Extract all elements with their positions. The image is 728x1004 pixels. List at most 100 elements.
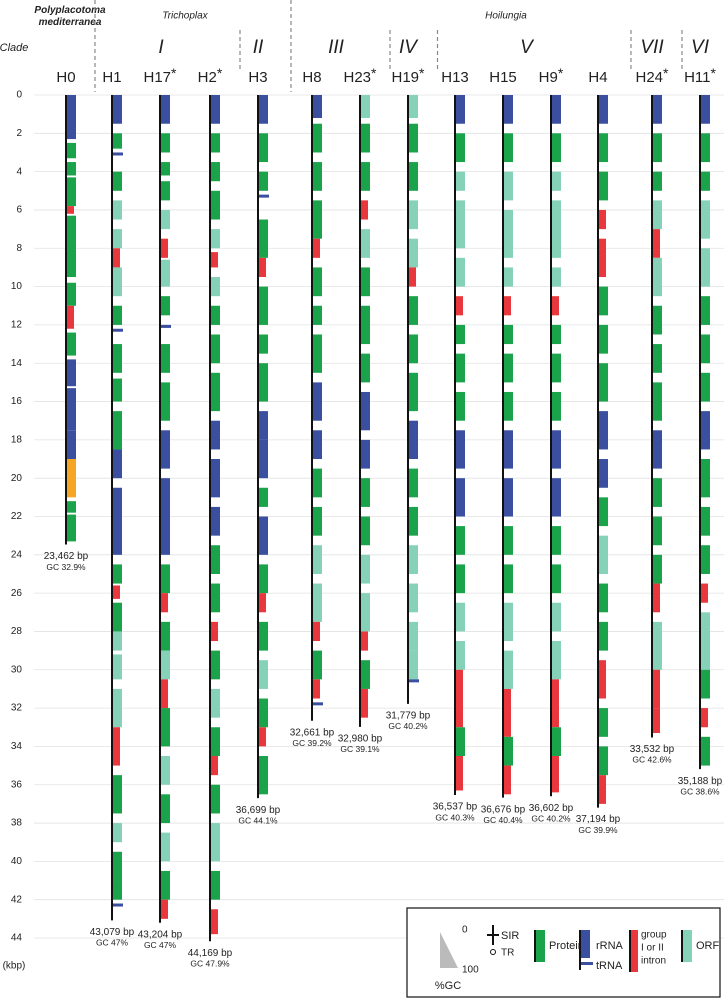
feature-p xyxy=(504,564,513,594)
feature-p xyxy=(456,564,465,594)
feature-i xyxy=(504,688,511,737)
feature-p xyxy=(67,501,76,513)
clade-label: II xyxy=(253,37,264,58)
legend-rrna xyxy=(581,930,590,958)
legend-text: 0 xyxy=(462,925,468,936)
y-tick-label: 44 xyxy=(11,933,23,944)
y-tick-label: 2 xyxy=(16,128,22,139)
feature-p xyxy=(313,650,322,680)
feature-o xyxy=(161,209,170,230)
feature-p xyxy=(701,736,710,766)
feature-o xyxy=(552,602,561,632)
genome-length: 37,194 bp xyxy=(576,814,621,825)
feature-p xyxy=(701,133,710,163)
genome-length: 23,462 bp xyxy=(44,551,89,562)
feature-p xyxy=(653,305,662,335)
feature-p xyxy=(504,353,513,383)
genome-label: H9* xyxy=(539,65,564,86)
feature-r xyxy=(211,95,220,124)
feature-o xyxy=(653,200,662,230)
feature-o xyxy=(211,688,220,718)
feature-p xyxy=(701,334,710,364)
y-tick-label: 28 xyxy=(11,626,23,637)
feature-o xyxy=(456,257,465,287)
feature-i xyxy=(504,765,511,795)
feature-o xyxy=(653,257,662,297)
genus-label: Hoilungia xyxy=(485,11,527,22)
feature-r xyxy=(113,449,122,479)
feature-p xyxy=(113,344,122,373)
genome-label: H3 xyxy=(248,69,267,86)
feature-o xyxy=(409,545,418,574)
feature-r xyxy=(67,95,76,140)
legend-text: intron xyxy=(641,956,666,967)
feature-p xyxy=(653,478,662,507)
genome-label: H8 xyxy=(302,69,321,86)
clade-label: III xyxy=(328,37,345,58)
feature-p xyxy=(599,171,608,201)
genome-length: 32,980 bp xyxy=(338,734,383,745)
feature-p xyxy=(701,171,710,191)
feature-p xyxy=(409,123,418,153)
feature-p xyxy=(599,497,608,527)
feature-o xyxy=(211,823,220,862)
feature-p xyxy=(504,526,513,555)
y-tick-label: 10 xyxy=(11,281,23,292)
feature-i xyxy=(259,593,266,613)
genome-gc: GC 47% xyxy=(144,940,177,950)
feature-p xyxy=(211,133,220,153)
genome-name: H2 xyxy=(198,69,217,86)
genome-length: 31,779 bp xyxy=(386,710,431,721)
genome-asterisk: * xyxy=(558,65,564,81)
feature-p xyxy=(313,468,322,498)
feature-p xyxy=(504,391,513,421)
feature-p xyxy=(599,708,608,737)
genome-gc: GC 32.9% xyxy=(46,562,86,572)
feature-r xyxy=(456,95,465,124)
feature-p xyxy=(161,382,170,421)
feature-r xyxy=(552,95,561,124)
genome-label: H24* xyxy=(636,65,670,86)
genome-name: H11 xyxy=(684,69,710,86)
feature-i xyxy=(456,755,463,791)
feature-r xyxy=(599,459,608,488)
feature-i xyxy=(161,899,168,919)
clade-label: IV xyxy=(399,37,419,58)
feature-p xyxy=(599,286,608,316)
genome-asterisk: * xyxy=(663,65,669,81)
genus-word: mediterranea xyxy=(39,17,102,28)
feature-p xyxy=(211,190,220,220)
feature-p xyxy=(599,621,608,651)
feature-p xyxy=(211,650,220,680)
feature-p xyxy=(599,746,608,776)
feature-p xyxy=(313,334,322,373)
feature-p xyxy=(599,133,608,163)
legend-intron xyxy=(631,930,638,972)
feature-o xyxy=(456,641,465,670)
feature-i xyxy=(113,727,120,766)
feature-o xyxy=(211,229,220,249)
feature-i xyxy=(259,727,266,747)
feature-r xyxy=(67,359,76,387)
y-tick-label: 34 xyxy=(11,741,23,752)
feature-p xyxy=(211,727,220,756)
feature-p xyxy=(113,378,122,402)
feature-p xyxy=(313,162,322,191)
feature-o xyxy=(361,229,370,258)
y-tick-label: 6 xyxy=(16,205,22,216)
genome-name: H15 xyxy=(489,69,517,86)
feature-p xyxy=(211,583,220,613)
genome-asterisk: * xyxy=(217,65,223,81)
feature-i xyxy=(313,238,320,258)
y-tick-label: 0 xyxy=(16,90,22,101)
feature-i xyxy=(653,669,660,709)
feature-p xyxy=(161,344,170,373)
feature-p xyxy=(653,344,662,373)
feature-o xyxy=(113,688,122,728)
feature-p xyxy=(259,698,268,728)
feature-p xyxy=(211,545,220,574)
trna xyxy=(113,152,123,156)
feature-p xyxy=(552,526,561,555)
feature-o xyxy=(113,631,122,651)
feature-p xyxy=(552,353,561,383)
